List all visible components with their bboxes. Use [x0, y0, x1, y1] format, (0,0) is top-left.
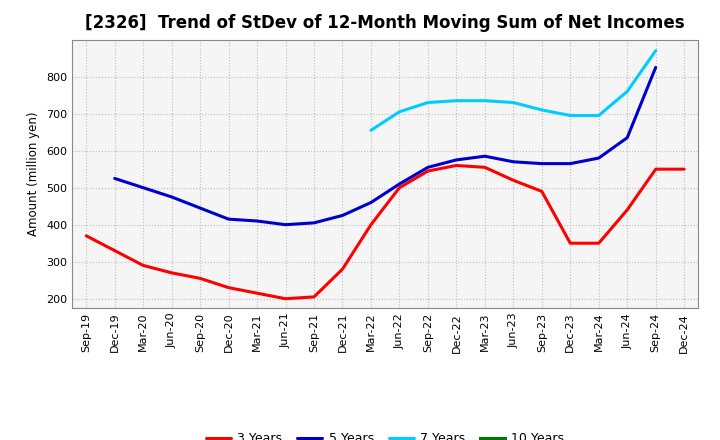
- 3 Years: [595, 241, 603, 246]
- 5 Years: [338, 213, 347, 218]
- 5 Years: [623, 135, 631, 140]
- 3 Years: [395, 185, 404, 191]
- 7 Years: [566, 113, 575, 118]
- 3 Years: [167, 270, 176, 275]
- 3 Years: [139, 263, 148, 268]
- 5 Years: [480, 154, 489, 159]
- 7 Years: [652, 48, 660, 53]
- 5 Years: [395, 181, 404, 187]
- 3 Years: [196, 276, 204, 281]
- 5 Years: [310, 220, 318, 225]
- 3 Years: [566, 241, 575, 246]
- 7 Years: [452, 98, 461, 103]
- 3 Years: [82, 233, 91, 238]
- Line: 3 Years: 3 Years: [86, 165, 684, 299]
- 7 Years: [423, 100, 432, 105]
- Y-axis label: Amount (million yen): Amount (million yen): [27, 112, 40, 236]
- 7 Years: [366, 128, 375, 133]
- Line: 5 Years: 5 Years: [114, 67, 656, 225]
- 5 Years: [509, 159, 518, 165]
- 3 Years: [366, 222, 375, 227]
- 7 Years: [537, 107, 546, 113]
- 7 Years: [395, 109, 404, 114]
- 5 Years: [167, 194, 176, 200]
- 3 Years: [225, 285, 233, 290]
- 5 Years: [196, 205, 204, 211]
- 3 Years: [480, 165, 489, 170]
- 3 Years: [537, 189, 546, 194]
- 3 Years: [110, 248, 119, 253]
- 3 Years: [623, 207, 631, 213]
- 3 Years: [338, 267, 347, 272]
- Title: [2326]  Trend of StDev of 12-Month Moving Sum of Net Incomes: [2326] Trend of StDev of 12-Month Moving…: [86, 15, 685, 33]
- 3 Years: [509, 178, 518, 183]
- 5 Years: [366, 200, 375, 205]
- 5 Years: [423, 165, 432, 170]
- Line: 7 Years: 7 Years: [371, 51, 656, 130]
- 3 Years: [652, 166, 660, 172]
- 5 Years: [139, 185, 148, 191]
- 5 Years: [537, 161, 546, 166]
- 3 Years: [680, 166, 688, 172]
- 7 Years: [480, 98, 489, 103]
- 3 Years: [423, 169, 432, 174]
- 5 Years: [282, 222, 290, 227]
- 5 Years: [595, 155, 603, 161]
- 3 Years: [452, 163, 461, 168]
- Legend: 3 Years, 5 Years, 7 Years, 10 Years: 3 Years, 5 Years, 7 Years, 10 Years: [201, 427, 570, 440]
- 5 Years: [652, 65, 660, 70]
- 7 Years: [509, 100, 518, 105]
- 7 Years: [623, 89, 631, 94]
- 5 Years: [566, 161, 575, 166]
- 7 Years: [595, 113, 603, 118]
- 5 Years: [225, 216, 233, 222]
- 3 Years: [310, 294, 318, 300]
- 5 Years: [110, 176, 119, 181]
- 3 Years: [253, 290, 261, 296]
- 3 Years: [282, 296, 290, 301]
- 5 Years: [452, 157, 461, 162]
- 5 Years: [253, 218, 261, 224]
